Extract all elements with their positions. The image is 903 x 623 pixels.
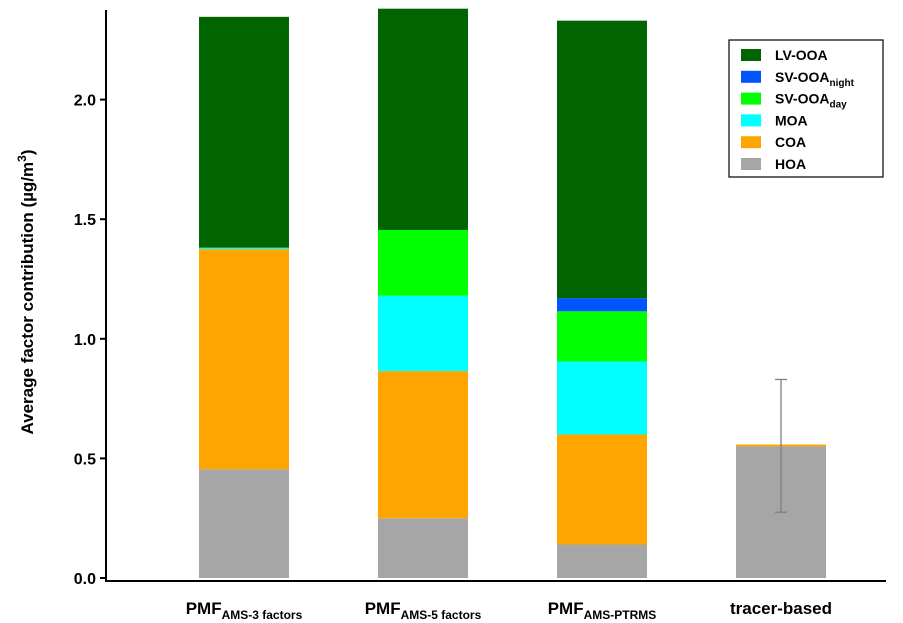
legend-swatch <box>741 70 761 83</box>
legend-label-main: COA <box>775 134 806 150</box>
legend-label: HOA <box>775 156 806 172</box>
y-tick-label: 1.0 <box>74 332 96 349</box>
legend-label: COA <box>775 134 806 150</box>
x-labels-group: PMFAMS-3 factors PMFAMS-5 factors PMFAMS-P… <box>186 599 832 622</box>
legend-label: SV-OOAnight <box>775 69 855 89</box>
legend-label-sub: day <box>829 100 847 111</box>
bar-segment-moa <box>557 361 647 435</box>
x-category-label: PMFAMS-5 factors <box>365 599 482 622</box>
y-tick-label: 0.5 <box>74 451 96 468</box>
x-category-label-main: PMF <box>186 599 222 618</box>
y-axis-label-end: ) <box>18 149 37 155</box>
x-category-label: PMFAMS-3 factors <box>186 599 303 622</box>
legend-label-main: SV-OOA <box>775 91 829 107</box>
legend-swatch <box>741 92 761 105</box>
legend-label-main: SV-OOA <box>775 69 829 85</box>
legend-frame <box>728 39 884 178</box>
legend-label-main: HOA <box>775 156 806 172</box>
bar-segment-lv-ooa <box>199 16 289 248</box>
y-axis-label-sup: 3 <box>15 155 29 162</box>
error-bar-group <box>775 378 787 513</box>
bar-segment-coa <box>378 371 468 519</box>
legend-label-sub: night <box>829 78 854 89</box>
bar-segment-sv-ooanight <box>557 298 647 312</box>
y-axis-label-main: Average factor contribution (µg/m <box>18 162 37 435</box>
x-category-label-main: tracer-based <box>730 599 832 618</box>
legend-label: LV-OOA <box>775 47 828 63</box>
bar-segment-sv-ooaday <box>557 311 647 362</box>
bar-segment-moa <box>199 247 289 250</box>
bars-group <box>199 8 826 578</box>
bar-segment-sv-ooaday <box>378 229 468 296</box>
y-tick-label: 2.0 <box>74 93 96 110</box>
x-category-label-sub: AMS-5 factors <box>401 608 482 622</box>
bar-segment-coa <box>199 249 289 470</box>
legend-label: SV-OOAday <box>775 91 847 111</box>
bar-segment-moa <box>378 295 468 372</box>
legend-swatch <box>741 114 761 127</box>
bar-segment-lv-ooa <box>557 20 647 299</box>
bar-segment-coa <box>557 434 647 545</box>
bar-segment-hoa <box>199 469 289 578</box>
x-category-label: tracer-based <box>730 599 832 618</box>
legend-label-main: LV-OOA <box>775 47 828 63</box>
y-tick-label: 1.5 <box>74 212 96 229</box>
bar-segment-lv-ooa <box>378 8 468 230</box>
legend-swatch <box>741 136 761 149</box>
legend-swatch <box>741 158 761 170</box>
x-category-label-sub: AMS-3 factors <box>222 608 303 622</box>
y-ticks-group: 0.0 0.5 1.0 1.5 2.0 <box>74 93 106 588</box>
legend-label-main: MOA <box>775 112 808 128</box>
legend-label: MOA <box>775 112 808 128</box>
x-category-label-main: PMF <box>548 599 584 618</box>
x-category-label-sub: AMS-PTRMS <box>584 608 657 622</box>
bar-segment-hoa <box>378 518 468 578</box>
axes-group <box>105 10 886 582</box>
bar-segment-hoa <box>557 544 647 578</box>
y-axis-label: Average factor contribution (µg/m3) <box>15 149 37 434</box>
x-category-label: PMFAMS-PTRMS <box>548 599 657 622</box>
legend-swatch <box>741 49 761 61</box>
x-category-label-main: PMF <box>365 599 401 618</box>
y-tick-label: 0.0 <box>74 571 96 588</box>
